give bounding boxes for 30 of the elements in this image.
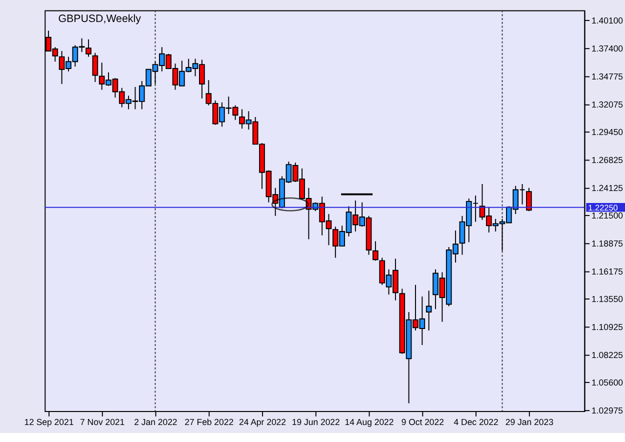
x-tick-label: 14 Aug 2022 [344, 417, 394, 428]
y-tick-label: 1.32075 [592, 100, 624, 110]
x-tick-label: 4 Dec 2022 [454, 417, 498, 428]
y-tick-label: 1.02975 [592, 405, 624, 416]
candlestick [372, 240, 378, 262]
y-tick-label: 1.10925 [592, 322, 624, 332]
x-tick-label: 19 Jun 2022 [292, 417, 340, 428]
candlestick [526, 187, 532, 212]
y-tick-label: 1.26825 [592, 154, 624, 165]
x-tick-label: 24 Apr 2022 [238, 417, 286, 428]
y-tick-label: 1.37400 [592, 44, 624, 54]
x-tick-label: 7 Nov 2021 [80, 417, 125, 428]
y-tick-label: 1.24125 [592, 183, 624, 194]
y-tick-label: 1.40100 [592, 15, 624, 26]
y-tick-label: 1.08225 [592, 350, 624, 360]
y-tick-label: 1.29450 [592, 127, 624, 138]
x-tick-label: 12 Sep 2021 [24, 417, 74, 428]
x-tick-label: 2 Jan 2022 [134, 417, 178, 428]
chart-title: GBPUSD,Weekly [58, 12, 142, 25]
candlestick [426, 290, 432, 332]
x-tick-label: 9 Oct 2022 [401, 417, 444, 428]
x-tick-label: 27 Feb 2022 [184, 417, 234, 428]
y-tick-label: 1.21500 [592, 210, 624, 221]
x-tick-label: 29 Jan 2023 [505, 417, 554, 428]
y-tick-label: 1.34775 [592, 71, 624, 82]
y-tick-label: 1.16175 [592, 266, 624, 277]
y-tick-label: 1.05600 [592, 378, 624, 388]
y-tick-label: 1.13550 [592, 294, 624, 304]
candlestick [86, 38, 92, 58]
y-tick-label: 1.18875 [592, 238, 624, 248]
